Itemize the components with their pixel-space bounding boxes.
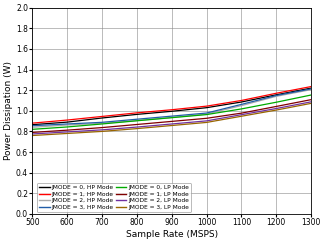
X-axis label: Sample Rate (MSPS): Sample Rate (MSPS) bbox=[126, 230, 218, 239]
Y-axis label: Power Dissipation (W): Power Dissipation (W) bbox=[4, 61, 13, 160]
Legend: JMODE = 0, HP Mode, JMODE = 1, HP Mode, JMODE = 2, HP Mode, JMODE = 3, HP Mode, : JMODE = 0, HP Mode, JMODE = 1, HP Mode, … bbox=[37, 183, 191, 212]
